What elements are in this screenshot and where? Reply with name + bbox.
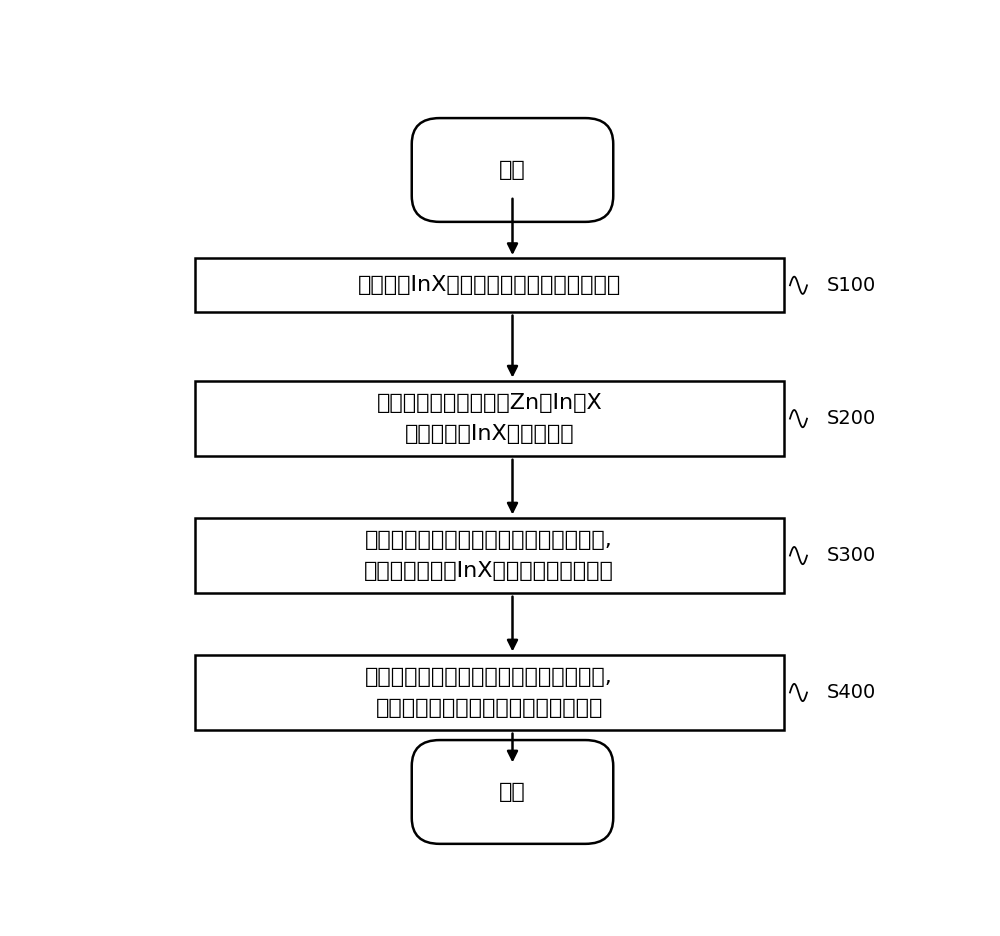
FancyBboxPatch shape [195, 258, 784, 313]
FancyBboxPatch shape [412, 118, 613, 222]
FancyBboxPatch shape [412, 740, 613, 844]
Text: S400: S400 [826, 683, 876, 702]
Text: S100: S100 [826, 276, 876, 295]
Text: 向上述混合物连续注入Zn（In）X
类团簇形成InX类核的步骤: 向上述混合物连续注入Zn（In）X 类团簇形成InX类核的步骤 [376, 393, 602, 445]
Text: 结束: 结束 [499, 782, 526, 802]
Text: 准备包含InX类量子点种子的混合物的步骤: 准备包含InX类量子点种子的混合物的步骤 [358, 275, 621, 295]
FancyBboxPatch shape [195, 654, 784, 730]
Text: S300: S300 [826, 546, 876, 565]
Text: S200: S200 [826, 409, 876, 428]
Text: 向上述混合物放入硒化合物及上述锌前体,
形成涂敷于上述InX类核的第一壳的步骤: 向上述混合物放入硒化合物及上述锌前体, 形成涂敷于上述InX类核的第一壳的步骤 [364, 530, 614, 581]
Text: 开始: 开始 [499, 160, 526, 180]
Text: 向上述混合物放入硫化合物及上述锌前体,
形成涂敷于上述第一壳的第二壳的步骤: 向上述混合物放入硫化合物及上述锌前体, 形成涂敷于上述第一壳的第二壳的步骤 [365, 666, 613, 718]
FancyBboxPatch shape [195, 381, 784, 457]
FancyBboxPatch shape [195, 518, 784, 593]
